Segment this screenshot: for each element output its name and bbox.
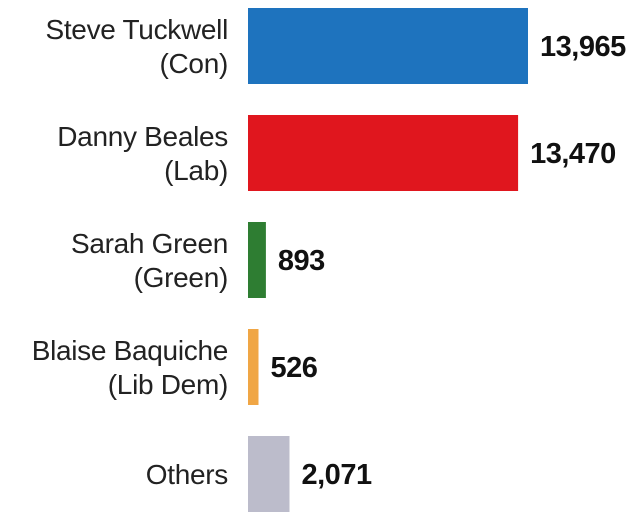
value-label-1: 13,470 [530, 138, 616, 170]
bar-2 [248, 222, 266, 298]
category-label-1-1: (Lab) [164, 155, 228, 186]
bar-1 [248, 115, 519, 191]
category-label-3-1: (Lib Dem) [108, 369, 228, 400]
value-label-2: 893 [278, 245, 325, 277]
bar-4 [248, 436, 290, 512]
value-label-0: 13,965 [540, 31, 626, 63]
category-label-2-1: (Green) [134, 262, 228, 293]
category-label-3-0: Blaise Baquiche [32, 335, 228, 366]
category-label-0-1: (Con) [159, 48, 228, 79]
bar-0 [248, 8, 528, 84]
category-label-1-0: Danny Beales [57, 121, 228, 152]
category-label-0-0: Steve Tuckwell [45, 14, 228, 45]
category-label-4-0: Others [146, 459, 228, 490]
value-label-3: 526 [271, 352, 318, 384]
bar-3 [248, 329, 259, 405]
category-label-2-0: Sarah Green [71, 228, 228, 259]
value-label-4: 2,071 [302, 459, 372, 491]
